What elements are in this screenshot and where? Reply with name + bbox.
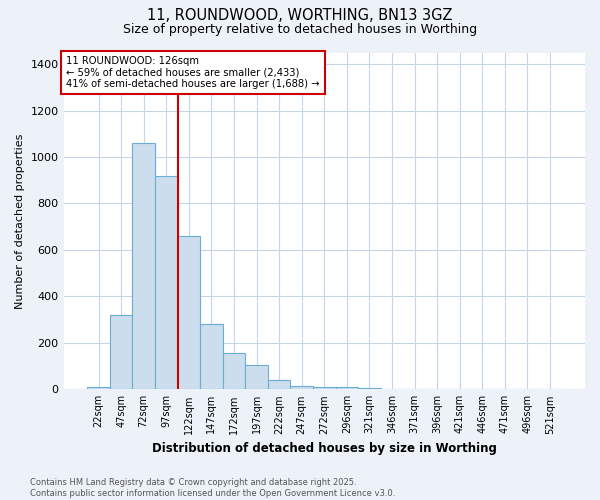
Bar <box>358 388 381 390</box>
Bar <box>87 387 110 390</box>
X-axis label: Distribution of detached houses by size in Worthing: Distribution of detached houses by size … <box>152 442 497 455</box>
Bar <box>110 315 133 390</box>
Bar <box>335 387 358 390</box>
Bar <box>200 324 223 390</box>
Bar <box>268 380 290 390</box>
Bar <box>178 236 200 390</box>
Bar <box>313 387 335 390</box>
Text: Contains HM Land Registry data © Crown copyright and database right 2025.
Contai: Contains HM Land Registry data © Crown c… <box>30 478 395 498</box>
Text: Size of property relative to detached houses in Worthing: Size of property relative to detached ho… <box>123 22 477 36</box>
Bar <box>133 143 155 390</box>
Y-axis label: Number of detached properties: Number of detached properties <box>15 133 25 308</box>
Bar <box>155 176 178 390</box>
Bar <box>223 354 245 390</box>
Bar <box>245 365 268 390</box>
Bar <box>290 386 313 390</box>
Text: 11 ROUNDWOOD: 126sqm
← 59% of detached houses are smaller (2,433)
41% of semi-de: 11 ROUNDWOOD: 126sqm ← 59% of detached h… <box>66 56 320 89</box>
Text: 11, ROUNDWOOD, WORTHING, BN13 3GZ: 11, ROUNDWOOD, WORTHING, BN13 3GZ <box>147 8 453 22</box>
